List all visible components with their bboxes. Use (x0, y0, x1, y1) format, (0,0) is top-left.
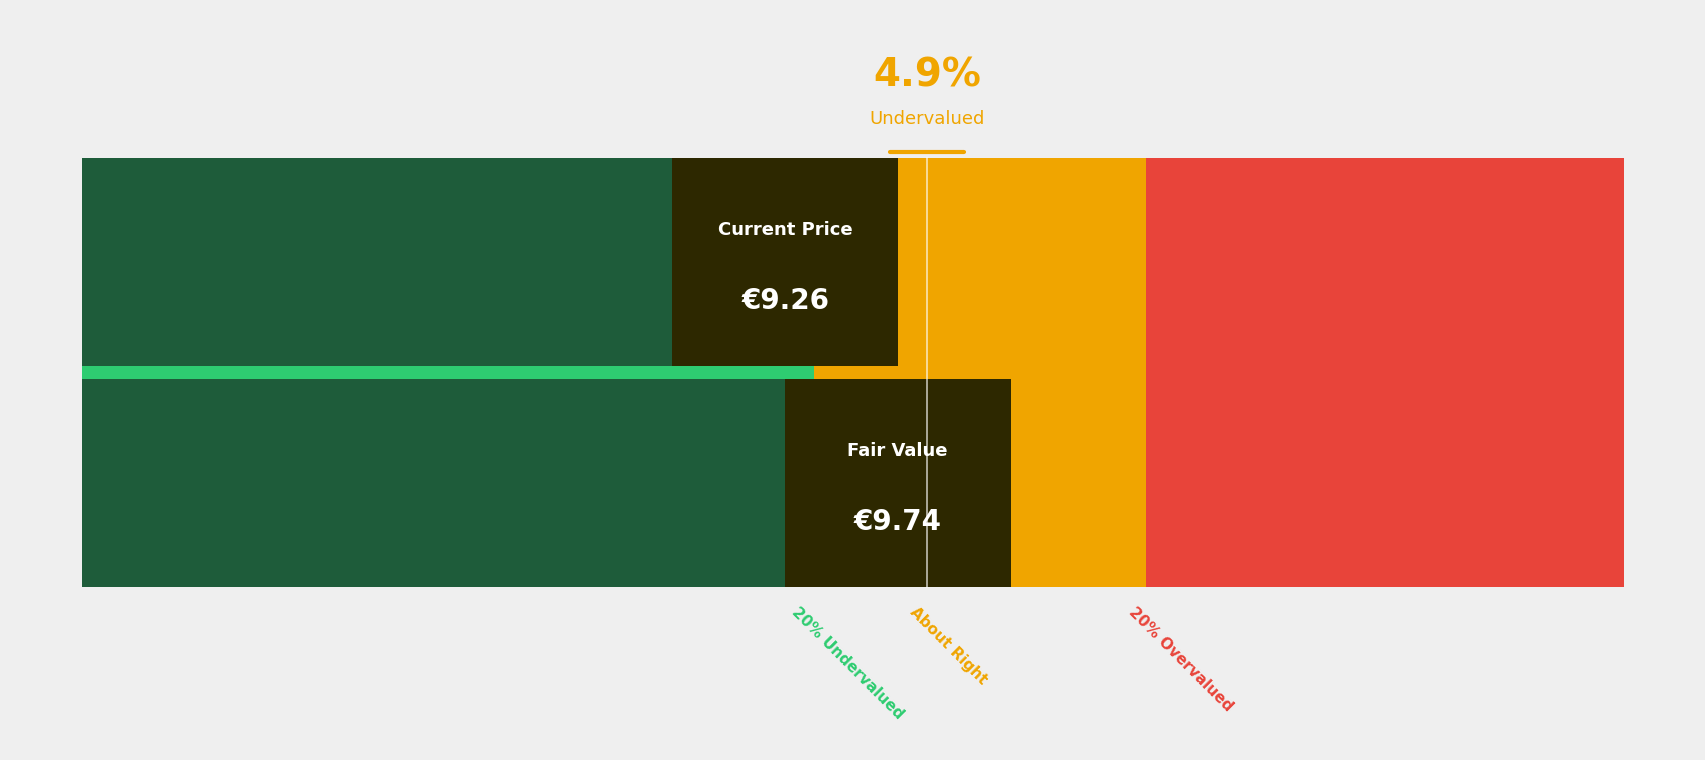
Text: About Right: About Right (907, 605, 989, 688)
Text: Undervalued: Undervalued (870, 109, 984, 128)
Bar (1146, 158, 1623, 587)
Bar (82, 158, 813, 366)
Bar (813, 158, 1146, 587)
Bar (82, 158, 813, 587)
Bar (672, 158, 899, 366)
Text: Fair Value: Fair Value (847, 442, 948, 460)
Bar (82, 379, 926, 587)
Text: €9.26: €9.26 (740, 287, 829, 315)
Text: 20% Overvalued: 20% Overvalued (1125, 605, 1234, 714)
Bar (784, 379, 1011, 587)
Text: €9.74: €9.74 (852, 508, 941, 537)
Text: Current Price: Current Price (718, 221, 852, 239)
Text: 20% Undervalued: 20% Undervalued (789, 605, 907, 722)
Text: 4.9%: 4.9% (873, 57, 980, 95)
